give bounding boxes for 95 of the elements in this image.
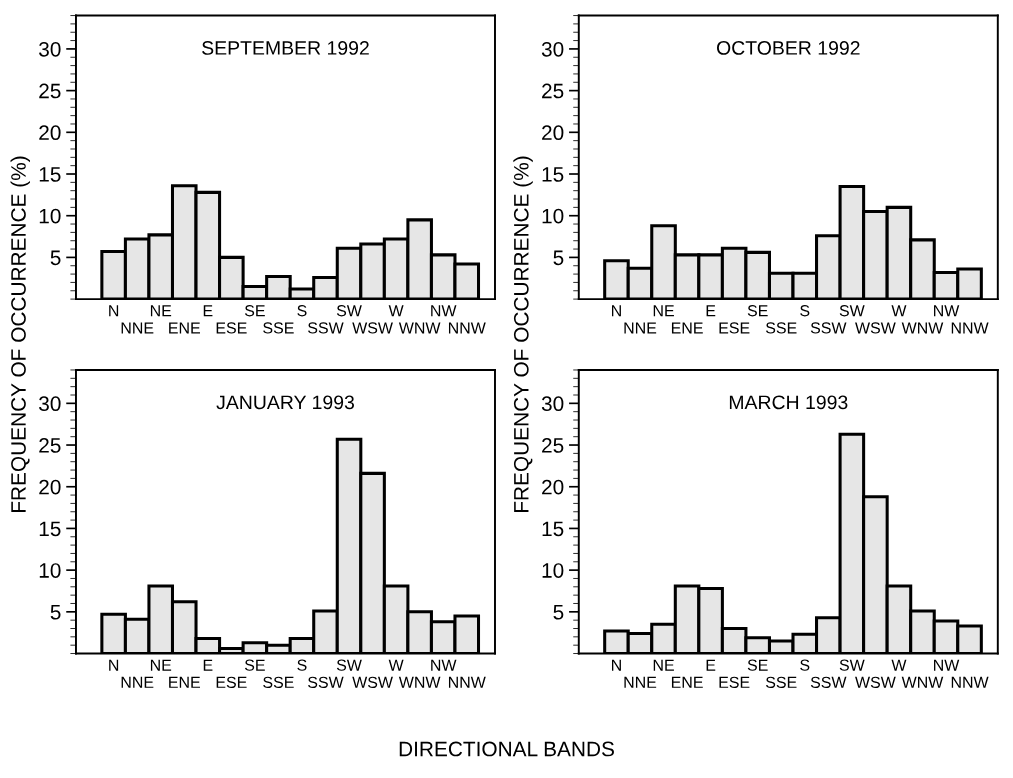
x-tick-label: NE <box>150 659 172 671</box>
x-tick-label: WNW <box>901 322 944 334</box>
x-tick-label: SE <box>244 659 265 671</box>
x-tick-label: WSW <box>352 676 393 689</box>
x-tick-label: S <box>297 305 307 317</box>
x-tick-label: WSW <box>855 676 896 689</box>
y-tick-label: 25 <box>542 438 564 453</box>
x-tick-label: NNE <box>624 676 657 688</box>
x-tick-label: WSW <box>855 322 896 334</box>
x-tick-label: SW <box>839 659 865 671</box>
y-tick-label: 5 <box>553 605 564 620</box>
x-tick-label: ESE <box>719 322 750 334</box>
x-axis-title: DIRECTIONAL BANDS <box>399 741 614 757</box>
x-tick-label: W <box>891 305 907 317</box>
text: MARCH 1993 <box>729 395 848 410</box>
y-axis-title: FREQUENCY OF OCCURRENCE (%) <box>10 156 30 513</box>
y-tick-label: 20 <box>39 125 61 141</box>
x-tick-label: ENE <box>671 676 703 688</box>
x-tick-label: SW <box>839 305 865 317</box>
y-tick-label: 30 <box>39 41 61 57</box>
y-tick-label: 15 <box>39 521 61 537</box>
x-tick-label: SW <box>336 305 362 317</box>
x-tick-label: SSE <box>263 676 294 689</box>
x-tick-label: S <box>297 659 307 671</box>
x-tick-label: WNW <box>398 676 441 688</box>
x-tick-label: NW <box>431 305 457 317</box>
x-tick-label: ENE <box>671 322 703 334</box>
x-tick-label: NNW <box>448 676 486 688</box>
y-tick-label: 30 <box>541 396 564 412</box>
x-tick-label: NW <box>934 305 960 317</box>
y-tick-label: 15 <box>39 167 61 182</box>
text: JANUARY 1993 <box>216 395 354 410</box>
x-tick-label: SSE <box>765 322 797 334</box>
y-tick-label: 25 <box>39 83 61 99</box>
x-tick-label: NE <box>150 305 172 317</box>
x-tick-label: NNE <box>624 322 657 334</box>
x-tick-label: NNW <box>951 322 989 334</box>
y-tick-label: 10 <box>39 563 61 578</box>
y-tick-label: 20 <box>39 479 61 495</box>
x-tick-label: W <box>388 659 404 671</box>
y-tick-label: 30 <box>541 41 564 57</box>
y-tick-label: 25 <box>542 83 564 99</box>
y-axis-title: FREQUENCY OF OCCURRENCE (%) <box>513 156 533 513</box>
y-tick-label: 25 <box>39 438 61 453</box>
x-tick-label: N <box>109 305 119 317</box>
y-tick-label: 5 <box>553 250 564 266</box>
x-tick-label: E <box>706 659 716 671</box>
x-tick-label: W <box>891 659 907 671</box>
x-tick-label: SSW <box>810 322 847 334</box>
x-tick-label: N <box>612 659 621 671</box>
x-tick-label: SSE <box>263 322 294 334</box>
x-tick-label: NNW <box>448 322 486 334</box>
y-tick-label: 20 <box>542 125 564 141</box>
y-tick-label: 5 <box>50 250 61 266</box>
y-tick-label: 10 <box>542 563 564 578</box>
y-tick-label: 30 <box>39 396 61 412</box>
x-tick-label: WNW <box>901 676 944 688</box>
y-tick-label: 20 <box>542 479 564 495</box>
x-tick-label: W <box>388 305 404 317</box>
x-tick-label: WNW <box>398 322 441 334</box>
x-tick-label: WSW <box>352 322 393 334</box>
x-tick-label: NNE <box>121 322 154 334</box>
x-tick-label: S <box>800 659 810 671</box>
x-tick-label: N <box>109 659 119 671</box>
x-tick-label: SSW <box>810 676 847 689</box>
y-tick-label: 15 <box>542 521 564 537</box>
text: OCTOBER 1992 <box>716 41 860 55</box>
x-tick-label: NNW <box>951 676 989 688</box>
x-tick-label: ENE <box>169 676 200 688</box>
x-tick-label: ESE <box>216 322 247 334</box>
x-tick-label: SW <box>336 659 362 671</box>
x-tick-label: ESE <box>719 676 750 689</box>
x-tick-label: E <box>203 659 213 671</box>
x-tick-label: SSW <box>308 676 344 689</box>
x-tick-label: ENE <box>169 322 200 334</box>
x-tick-label: ESE <box>216 676 247 689</box>
y-tick-label: 10 <box>542 208 564 224</box>
y-tick-label: 5 <box>50 605 61 620</box>
y-tick-label: 15 <box>542 167 564 182</box>
y-tick-label: 10 <box>39 208 61 224</box>
x-tick-label: SSW <box>308 322 344 334</box>
x-tick-label: S <box>800 305 810 317</box>
x-tick-label: NE <box>653 659 674 671</box>
x-tick-label: E <box>706 305 716 317</box>
x-tick-label: SE <box>747 305 768 317</box>
x-tick-label: SE <box>747 659 768 671</box>
x-tick-label: NW <box>934 659 960 671</box>
x-tick-label: NNE <box>121 676 154 688</box>
x-tick-label: NW <box>431 659 457 671</box>
x-tick-label: SSE <box>765 676 797 689</box>
x-tick-label: NE <box>653 305 674 317</box>
x-tick-label: E <box>203 305 213 317</box>
x-tick-label: SE <box>244 305 265 317</box>
x-tick-label: N <box>612 305 621 317</box>
text: SEPTEMBER 1992 <box>202 41 369 55</box>
